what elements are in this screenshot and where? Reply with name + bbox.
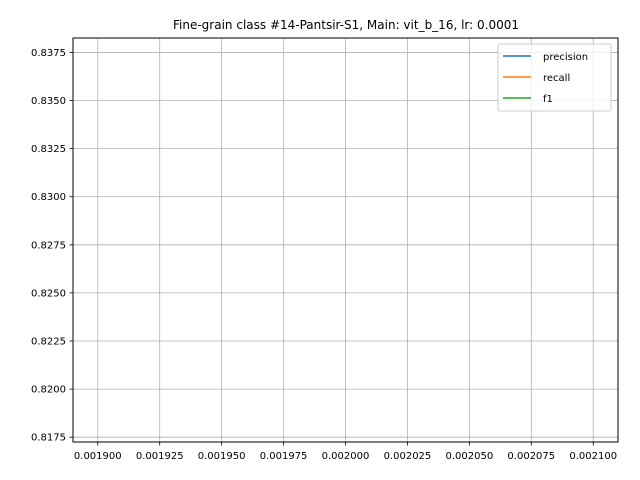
x-tick-label: 0.002100: [569, 451, 617, 462]
x-tick-label: 0.001925: [136, 451, 184, 462]
y-tick-label: 0.8375: [31, 48, 66, 59]
legend-label-precision: precision: [543, 52, 588, 63]
x-tick-label: 0.001975: [260, 451, 308, 462]
y-tick-label: 0.8225: [31, 337, 66, 348]
x-tick-label: 0.002075: [507, 451, 555, 462]
x-tick-label: 0.002050: [446, 451, 494, 462]
x-tick-label: 0.001900: [74, 451, 122, 462]
x-tick-label: 0.001950: [198, 451, 246, 462]
chart-title: Fine-grain class #14-Pantsir-S1, Main: v…: [173, 18, 519, 32]
legend-label-f1: f1: [543, 94, 553, 105]
y-tick-label: 0.8175: [31, 433, 66, 444]
legend: precision recall f1: [497, 43, 612, 112]
y-tick-label: 0.8250: [31, 288, 66, 299]
x-tick-label: 0.002000: [322, 451, 370, 462]
x-tick-label: 0.002025: [384, 451, 432, 462]
y-tick-label: 0.8200: [31, 385, 66, 396]
y-tick-label: 0.8275: [31, 240, 66, 251]
legend-box: [497, 43, 612, 112]
y-tick-label: 0.8325: [31, 144, 66, 155]
axis-ticks: 0.001900 0.001925 0.001950 0.001975 0.002000…: [31, 48, 617, 462]
y-tick-label: 0.8350: [31, 96, 66, 107]
y-tick-label: 0.8300: [31, 192, 66, 203]
legend-label-recall: recall: [543, 73, 570, 84]
